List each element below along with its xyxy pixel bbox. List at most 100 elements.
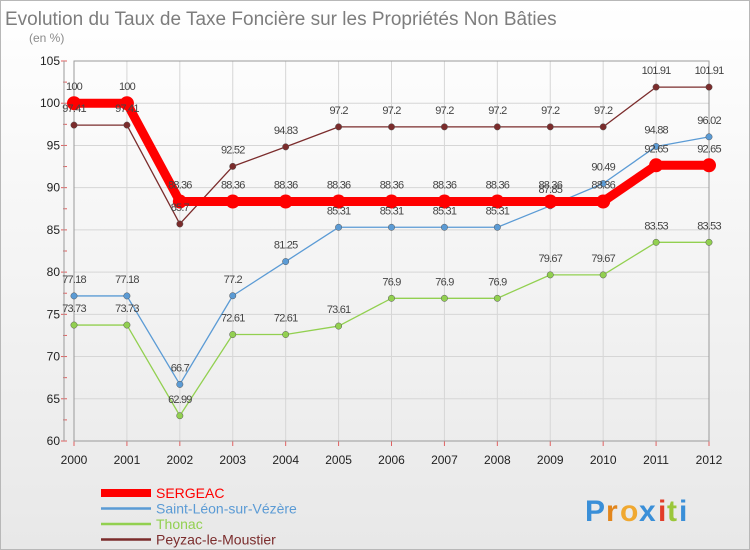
data-point (335, 123, 343, 131)
data-label: 79.67 (538, 253, 562, 265)
logo-letter: i (679, 495, 687, 528)
data-point (388, 123, 395, 131)
data-label: 76.9 (382, 276, 401, 288)
data-point (705, 83, 713, 91)
x-tick-label: 2007 (431, 453, 458, 467)
data-label: 88.36 (221, 180, 245, 192)
data-point (176, 412, 184, 420)
data-label: 88.36 (168, 180, 192, 192)
data-point (546, 123, 554, 131)
data-label: 97.2 (382, 105, 401, 117)
data-label: 77.18 (115, 274, 139, 286)
data-point (599, 271, 607, 279)
x-tick-label: 2001 (114, 453, 141, 467)
data-point (388, 294, 395, 302)
data-point (652, 143, 660, 150)
data-label: 100 (119, 81, 136, 93)
data-label: 97.41 (62, 103, 86, 115)
data-point (440, 294, 448, 302)
data-point (172, 194, 187, 209)
legend: SERGEACSaint-Léon-sur-VézèreThonacPeyzac… (101, 485, 297, 548)
logo-letter: o (620, 495, 638, 528)
logo-letter: t (667, 495, 677, 528)
data-point (705, 133, 713, 141)
data-label: 88.36 (327, 180, 351, 192)
data-label: 97.2 (435, 105, 454, 117)
x-tick-label: 2011 (643, 453, 669, 467)
data-point (437, 194, 452, 209)
x-tick-label: 2002 (166, 453, 193, 467)
data-label: 88.36 (486, 180, 510, 192)
data-point (493, 123, 501, 131)
data-point (490, 194, 505, 209)
data-label: 77.18 (62, 274, 86, 286)
data-label: 94.88 (644, 124, 668, 136)
logo-letter: i (658, 495, 666, 528)
data-label: 76.9 (435, 276, 454, 288)
logo-letter: P (585, 495, 605, 528)
data-label: 79.67 (591, 253, 615, 265)
data-label: 85.31 (327, 205, 351, 217)
chart-title: Evolution du Taux de Taxe Foncière sur l… (5, 9, 557, 30)
data-point (649, 158, 664, 173)
y-tick-label: 65 (47, 392, 61, 406)
data-point (543, 194, 558, 209)
data-point (596, 194, 611, 209)
x-tick-label: 2009 (537, 453, 564, 467)
data-point (335, 322, 343, 330)
data-label: 97.2 (329, 105, 348, 117)
legend-label: SERGEAC (156, 485, 224, 501)
x-tick-label: 2003 (219, 453, 246, 467)
data-label: 62.99 (168, 394, 192, 406)
data-point (70, 121, 78, 129)
data-point (123, 121, 131, 129)
data-label: 100 (66, 81, 83, 93)
data-label: 90.49 (591, 162, 615, 174)
data-point (705, 238, 713, 246)
data-label: 92.52 (221, 144, 245, 156)
data-label: 73.61 (327, 304, 351, 316)
data-label: 72.61 (274, 313, 298, 325)
data-label: 88.36 (433, 180, 457, 192)
data-label: 97.2 (541, 105, 560, 117)
data-point (440, 123, 448, 131)
data-point (331, 194, 346, 209)
data-point (440, 223, 448, 231)
data-label: 97.2 (594, 105, 613, 117)
data-label: 88.36 (380, 180, 404, 192)
x-tick-label: 2012 (696, 453, 723, 467)
data-point (493, 294, 501, 302)
data-label: 85.31 (433, 205, 457, 217)
legend-label: Thonac (156, 516, 203, 532)
data-point (384, 194, 399, 209)
data-label: 92.65 (697, 143, 721, 155)
data-labels: 100 100 88.36 88.36 88.36 88.36 88.36 88.36 88.3… (62, 65, 725, 406)
y-tick-label: 95 (47, 138, 61, 152)
x-tick-label: 2006 (378, 453, 405, 467)
y-tick-label: 100 (40, 96, 60, 110)
data-point (282, 258, 290, 266)
data-label: 85.7 (171, 202, 190, 214)
data-label: 85.31 (486, 205, 510, 217)
data-label: 85.31 (380, 205, 404, 217)
data-label: 77.2 (224, 274, 243, 286)
data-point (702, 158, 716, 173)
data-point (123, 292, 131, 300)
data-point (123, 321, 131, 329)
data-point (229, 162, 237, 170)
data-point (546, 271, 554, 279)
y-tick-label: 60 (47, 434, 61, 448)
y-tick-label: 80 (47, 265, 61, 279)
data-label: 101.91 (642, 65, 672, 77)
data-point (652, 83, 660, 91)
data-label: 101.91 (695, 65, 725, 77)
data-point (652, 238, 660, 246)
data-point (176, 220, 184, 228)
data-label: 94.83 (274, 125, 298, 137)
data-point (493, 223, 501, 231)
data-label: 96.02 (697, 115, 721, 127)
data-label: 88.36 (591, 180, 615, 192)
data-point (119, 96, 134, 111)
data-point (229, 292, 237, 300)
